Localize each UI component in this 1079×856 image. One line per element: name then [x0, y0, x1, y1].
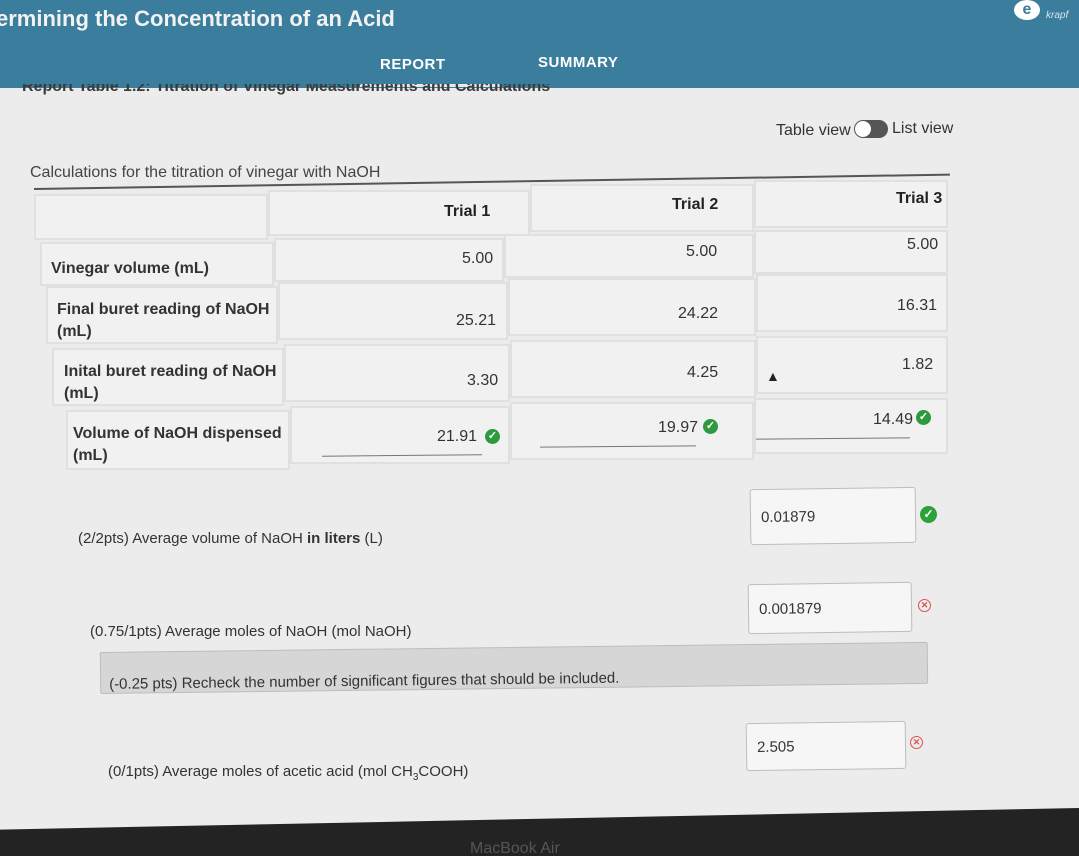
subscript: 3 [412, 772, 419, 783]
column-header-trial-2 [530, 184, 754, 232]
question-emphasis: in liters [307, 530, 361, 547]
active-tab-indicator [360, 84, 500, 87]
column-label-trial-2: Trial 2 [672, 196, 719, 213]
table-cell [754, 230, 948, 274]
table-cell [504, 234, 754, 278]
row-label-cell [66, 410, 290, 470]
trial-1-final-buret: 25.21 [456, 312, 497, 329]
question-text: (0/1pts) Average moles of acetic acid (m… [108, 763, 413, 780]
table-caption: Calculations for the titration of vinega… [30, 164, 381, 181]
table-corner-cell [34, 194, 268, 240]
trial-1-initial-buret: 3.30 [467, 372, 499, 389]
view-toggle-switch[interactable] [854, 120, 888, 138]
logo-icon: e [1014, 0, 1040, 20]
page-title: ermining the Concentration of an Acid [0, 6, 395, 31]
table-cell [756, 336, 948, 394]
check-icon: ✓ [485, 429, 500, 444]
table-cell [510, 402, 754, 460]
trial-3-initial-buret: 1.82 [902, 356, 934, 373]
tab-summary[interactable]: SUMMARY [538, 54, 619, 71]
row-label-unit: (mL) [57, 323, 92, 340]
table-cell [756, 274, 948, 332]
trial-1-volume-dispensed[interactable]: 21.91 [437, 428, 478, 445]
question-text: (2/2pts) Average volume of NaOH [78, 530, 307, 547]
incorrect-icon: ✕ [918, 599, 931, 612]
check-icon: ✓ [916, 410, 931, 425]
table-cell [278, 282, 508, 340]
question-avg-moles-acetic-acid: (0/1pts) Average moles of acetic acid (m… [108, 763, 468, 783]
bezel-label: MacBook Air [470, 840, 560, 856]
trial-2-final-buret: 24.22 [678, 305, 719, 322]
row-label-line: Inital buret reading of NaOH [64, 363, 277, 380]
table-cell [284, 344, 510, 402]
row-label-cell [46, 286, 278, 344]
table-cell [510, 340, 756, 398]
column-header-trial-1 [268, 190, 530, 236]
trial-3-volume-dispensed[interactable]: 14.49 [873, 411, 914, 428]
row-label-line: Volume of NaOH dispensed [73, 425, 282, 442]
row-label-final-buret: Final buret reading of NaOH (mL) [57, 299, 269, 343]
avg-moles-naoh-answer-input[interactable]: 0.001879 [747, 581, 913, 635]
section-heading: Report Table 1.2: Titration of Vinegar M… [22, 84, 551, 95]
row-label-unit: (mL) [64, 385, 99, 402]
column-header-trial-3 [754, 180, 948, 228]
trial-3-vinegar-volume: 5.00 [907, 236, 939, 253]
question-avg-volume: (2/2pts) Average volume of NaOH in liter… [78, 530, 383, 547]
avg-volume-answer-input[interactable]: 0.01879 [749, 486, 917, 546]
trial-2-vinegar-volume: 5.00 [686, 243, 718, 260]
row-label-cell [52, 348, 284, 406]
row-label-line: Final buret reading of NaOH [57, 301, 270, 318]
list-view-label[interactable]: List view [892, 120, 954, 137]
table-cell [274, 238, 504, 282]
trial-2-initial-buret: 4.25 [687, 364, 719, 381]
mouse-cursor-icon: ▲ [766, 368, 780, 384]
row-label-cell [40, 242, 274, 286]
column-label-trial-1: Trial 1 [444, 203, 491, 220]
toggle-knob [855, 121, 871, 137]
table-cell [754, 398, 948, 454]
question-text-end: COOH) [418, 763, 469, 780]
brand-name: krapf [1046, 10, 1069, 21]
check-icon: ✓ [920, 506, 937, 523]
question-unit: (L) [360, 530, 383, 547]
trial-3-final-buret: 16.31 [897, 297, 938, 314]
row-label-vinegar-volume: Vinegar volume (mL) [51, 260, 209, 277]
row-label-unit: (mL) [73, 447, 108, 464]
table-cell [508, 278, 756, 336]
top-bar: ermining the Concentration of an Acid RE… [0, 0, 1079, 88]
avg-moles-acetic-acid-answer-input[interactable]: 2.505 [745, 720, 907, 772]
tab-report[interactable]: REPORT [380, 56, 446, 73]
column-label-trial-3: Trial 3 [896, 190, 943, 207]
incorrect-icon: ✕ [910, 736, 923, 749]
check-icon: ✓ [703, 419, 718, 434]
table-view-label[interactable]: Table view [776, 122, 851, 139]
row-label-initial-buret: Inital buret reading of NaOH (mL) [64, 361, 276, 405]
question-avg-moles-naoh: (0.75/1pts) Average moles of NaOH (mol N… [90, 623, 412, 640]
trial-1-vinegar-volume: 5.00 [462, 250, 494, 267]
trial-2-volume-dispensed[interactable]: 19.97 [658, 419, 699, 436]
row-label-volume-dispensed: Volume of NaOH dispensed (mL) [73, 423, 282, 467]
